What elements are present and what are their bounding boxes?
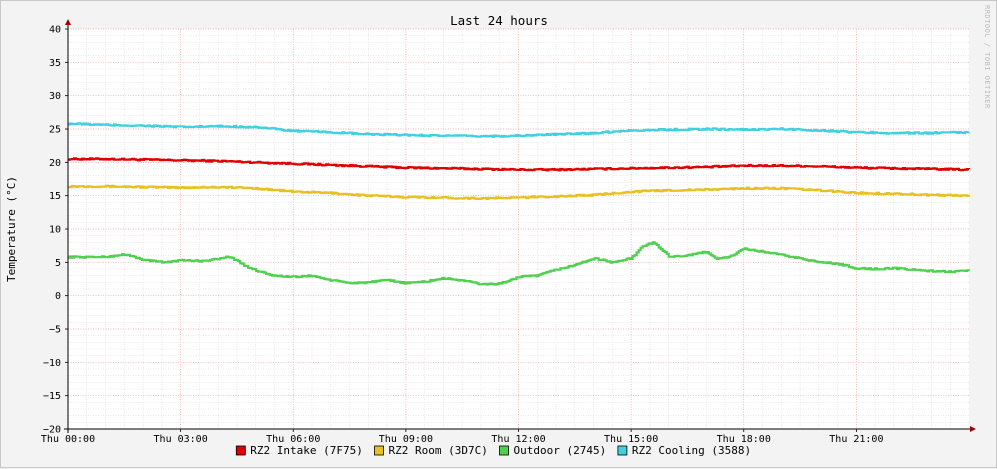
series-line-outdoor-2745 (68, 241, 971, 286)
y-tick-label: 25 (49, 125, 61, 136)
x-tick-label: Thu 09:00 (379, 434, 433, 445)
series-line-rz2-cooling-3588 (68, 122, 971, 138)
y-axis-arrow (65, 19, 71, 25)
legend-label: RZ2 Intake (7F75) (250, 444, 363, 457)
y-tick-label: 0 (55, 291, 61, 302)
x-tick-label: Thu 21:00 (829, 434, 883, 445)
legend-swatch (235, 445, 246, 456)
x-axis-arrow (970, 426, 976, 432)
axes (64, 19, 976, 433)
y-tick-label: −20 (43, 425, 61, 436)
major-grid (67, 28, 969, 430)
legend-swatch (499, 445, 509, 456)
chart-title: Last 24 hours (450, 13, 548, 28)
legend-item: RZ2 Room (3D7C) (374, 444, 488, 457)
y-axis-ticks: 40 35 30 25 20 15 10 5 0 −5 −10 −15 −20 (43, 25, 68, 436)
series-line-rz2-intake-7f75 (68, 157, 971, 172)
y-tick-label: 40 (49, 25, 61, 36)
y-tick-label: 5 (55, 258, 61, 269)
legend-label: Outdoor (2745) (514, 444, 607, 457)
rrdtool-watermark: RRDTOOL / TOBI OETIKER (983, 5, 991, 109)
x-tick-label: Thu 15:00 (604, 434, 658, 445)
y-tick-label: −15 (43, 391, 61, 402)
y-axis-label: Temperature (°C) (5, 176, 18, 282)
x-tick-label: Thu 06:00 (266, 434, 320, 445)
legend-item: RZ2 Intake (7F75) (235, 444, 363, 457)
legend-item: Outdoor (2745) (499, 444, 607, 457)
x-tick-label: Thu 00:00 (41, 434, 95, 445)
x-tick-label: Thu 12:00 (491, 434, 545, 445)
series-line-rz2-room-3d7c (68, 184, 971, 200)
x-tick-label: Thu 03:00 (154, 434, 208, 445)
y-tick-label: 10 (49, 225, 61, 236)
y-tick-label: −5 (49, 325, 61, 336)
legend: RZ2 Intake (7F75) RZ2 Room (3D7C) Outdoor … (235, 444, 751, 457)
y-tick-label: −10 (43, 358, 61, 369)
x-tick-label: Thu 18:00 (717, 434, 771, 445)
y-tick-label: 20 (49, 158, 61, 169)
y-tick-label: 30 (49, 91, 61, 102)
series-lines (68, 122, 971, 286)
legend-swatch (617, 445, 628, 456)
y-tick-label: 35 (49, 58, 61, 69)
legend-item: RZ2 Cooling (3588) (617, 444, 751, 457)
legend-swatch (374, 445, 384, 456)
x-axis-ticks: Thu 00:00 Thu 03:00 Thu 06:00 Thu 09:00 Thu … (41, 429, 883, 445)
legend-label: RZ2 Room (3D7C) (389, 444, 488, 457)
y-tick-label: 15 (49, 191, 61, 202)
legend-label: RZ2 Cooling (3588) (632, 444, 751, 457)
